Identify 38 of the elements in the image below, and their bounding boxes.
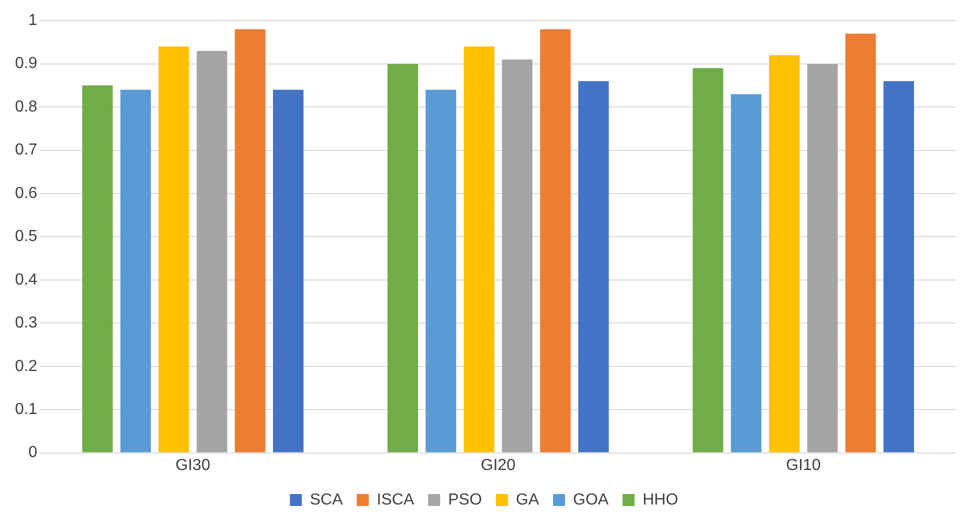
y-tick-label: 0.4 [14,271,38,288]
bar [273,90,304,452]
bar [845,34,876,452]
y-tick-label: 0.2 [14,358,38,375]
bar [807,64,838,452]
bar [120,90,151,452]
bar [464,46,494,452]
y-tick-label: 0.1 [14,400,38,418]
x-tick-label: GI30 [176,456,210,474]
bar [387,64,418,452]
legend-label: GOA [573,491,609,508]
y-tick-label: 0 [28,444,38,462]
x-tick-label: GI10 [786,456,821,474]
bar [82,85,113,452]
bar [234,29,266,452]
legend-label: SCA [310,491,344,508]
y-tick-label: 0.6 [14,184,38,202]
y-tick-label: 0.3 [14,314,38,332]
bar [730,94,762,452]
y-tick-label: 0.8 [14,98,38,116]
y-tick-label: 1 [28,12,38,30]
y-tick-label: 0.9 [14,55,38,72]
y-tick-label: 0.7 [14,142,38,159]
bar [540,29,571,452]
bar [196,50,228,452]
bar [884,81,914,452]
bar [769,55,800,452]
legend-label: ISCA [376,491,414,508]
y-tick-label: 0.5 [14,228,38,246]
bar [502,60,532,452]
legend-label: HHO [642,491,678,508]
bar [578,81,609,452]
x-tick-label: GI20 [480,456,516,474]
bar [158,46,190,452]
bar [692,68,724,452]
legend-label: GA [516,491,540,508]
legend-label: PSO [448,491,482,508]
bar [426,90,456,452]
